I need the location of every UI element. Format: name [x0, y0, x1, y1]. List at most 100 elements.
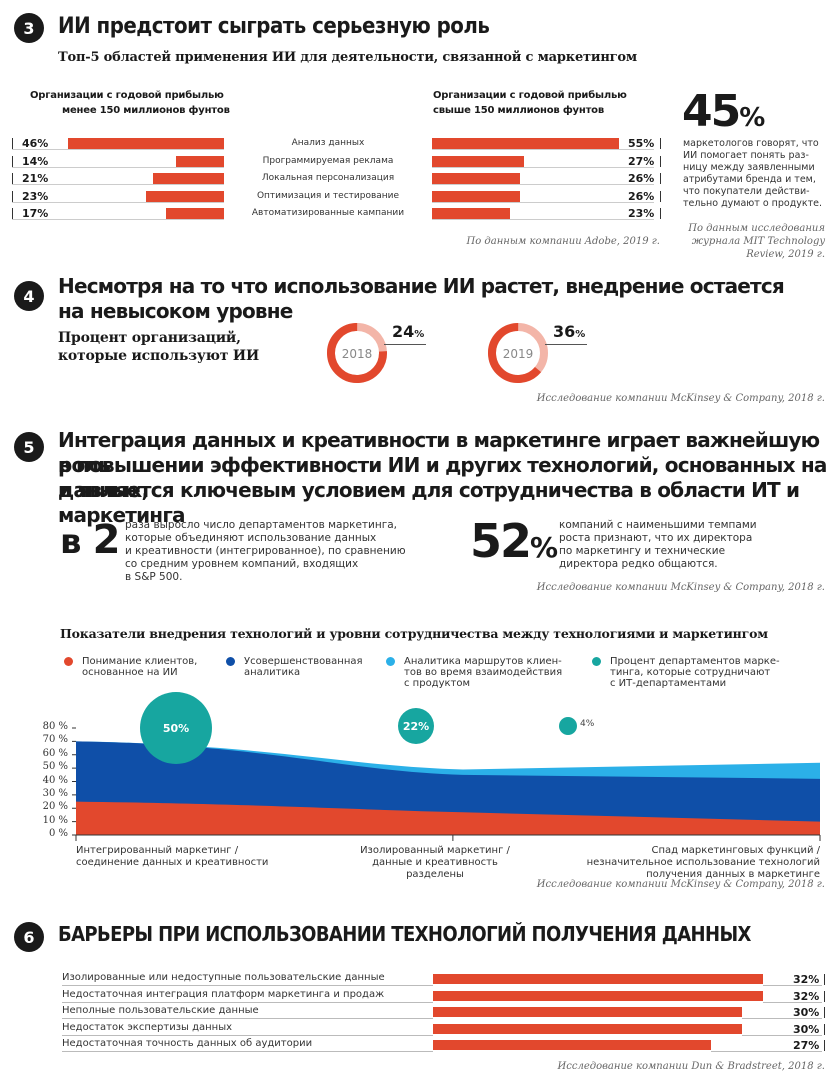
- right-bar: [432, 155, 524, 167]
- left-bar: [67, 138, 224, 149]
- stat-52-sign: %: [530, 531, 559, 564]
- big-stat-sign: %: [739, 103, 766, 133]
- donut-value-label: 24%: [392, 322, 424, 341]
- barrier-tick: [824, 990, 825, 1002]
- right-tick: [660, 138, 661, 149]
- big-stat-line: тельно думают о продукте.: [683, 198, 823, 209]
- barrier-tick: [824, 974, 825, 985]
- x-label-line: Спад маркетинговых функций /: [651, 845, 820, 856]
- y-tick-label: 60 %: [42, 747, 68, 759]
- legend-line: аналитика: [244, 667, 301, 678]
- barrier-guide: [62, 985, 433, 986]
- source-mit-line: журнала MIT Technology: [691, 236, 825, 247]
- right-guide: [432, 149, 654, 150]
- source-dnb: Исследование компании Dun & Bradstreet, …: [557, 1061, 825, 1072]
- x-label-line: Интегрированный маркетинг /: [76, 845, 239, 856]
- donut-value-sign: %: [575, 329, 586, 340]
- left-tick: [12, 190, 13, 202]
- right-tick: [660, 173, 661, 184]
- barrier-guide: [62, 1018, 433, 1019]
- right-guide: [432, 166, 654, 168]
- right-bar: [432, 208, 511, 219]
- barrier-bar: [433, 1023, 742, 1034]
- y-tick-label: 70 %: [42, 734, 68, 746]
- barrier-tick: [824, 1023, 825, 1035]
- donut-2019: 2019: [488, 323, 548, 383]
- right-bar: [432, 173, 521, 184]
- left-tick: [12, 208, 13, 219]
- y-tick-label: 80 %: [42, 721, 68, 732]
- legend-dot: [64, 657, 73, 666]
- y-tick-label: 10 %: [42, 814, 68, 826]
- left-tick: [12, 155, 13, 167]
- legend-dot: [592, 657, 601, 666]
- stat-2x: в 2: [60, 517, 120, 563]
- barrier-bar: [433, 1040, 712, 1050]
- barrier-bar: [433, 974, 763, 984]
- bubble: 22%: [398, 708, 434, 744]
- legend-line: тов во время взаимодействия: [404, 667, 563, 678]
- barrier-pct: 32%: [793, 989, 820, 1003]
- y-tick-label: 40 %: [42, 774, 68, 786]
- right-bar: [432, 138, 619, 149]
- left-pct-label: 17%: [22, 207, 49, 220]
- left-guide: [12, 166, 224, 168]
- legend-line: Усовершенствованная: [244, 656, 363, 667]
- barrier-pct: 30%: [793, 1006, 820, 1019]
- section-number-3: 3: [14, 13, 44, 43]
- right-column-head-1: Организации с годовой прибылью: [433, 90, 627, 101]
- legend-text: Усовершенствованная аналитика: [244, 656, 363, 678]
- legend-line: Аналитика маршрутов клиен-: [404, 656, 562, 667]
- section-3-subtitle: Топ-5 областей применения ИИ для деятель…: [58, 50, 637, 65]
- category-label: Оптимизация и тестирование: [256, 190, 400, 201]
- ai-usage-label-2: которые используют ИИ: [58, 348, 259, 364]
- big-stat-line: что покупатели действи-: [683, 186, 810, 197]
- area-chart-source: Исследование компании McKinsey & Company…: [536, 879, 825, 890]
- right-pct-label: 55%: [628, 137, 655, 150]
- donut-year-label: 2018: [342, 347, 373, 361]
- legend-dot: [386, 657, 395, 666]
- left-bar: [166, 208, 224, 219]
- right-tick: [660, 190, 661, 202]
- stat-52-value: 52: [470, 514, 532, 568]
- legend-line: Процент департаментов марке-: [610, 656, 780, 667]
- barrier-bar: [433, 1007, 742, 1017]
- x-label-line: данные и креативность разделены: [372, 857, 498, 880]
- barrier-tick: [824, 1007, 825, 1018]
- donut-leader: [545, 344, 587, 345]
- stat-2x-line: в S&P 500.: [125, 571, 183, 583]
- x-label-line: соединение данных и креативности: [76, 857, 269, 868]
- section-number-5: 5: [14, 432, 44, 462]
- barrier-label: Недостаточная точность данных об аудитор…: [62, 1038, 313, 1049]
- right-pct-label: 23%: [628, 207, 655, 220]
- right-column-head-2: свыше 150 миллионов фунтов: [433, 105, 604, 116]
- donut-value-sign: %: [414, 329, 425, 340]
- barrier-label: Изолированные или недоступные пользовате…: [62, 972, 385, 983]
- stat-2x-line: раза выросло число департаментов маркети…: [125, 519, 398, 531]
- category-label: Программируемая реклама: [262, 155, 394, 166]
- left-guide: [12, 201, 224, 203]
- barrier-right-guide: [762, 1001, 822, 1003]
- barrier-guide: [62, 1051, 433, 1052]
- barrier-pct: 27%: [793, 1039, 820, 1052]
- stat-52-line: директора редко общаются.: [559, 558, 718, 570]
- barrier-label: Неполные пользовательские данные: [62, 1005, 259, 1016]
- x-label-line: Изолированный маркетинг /: [360, 845, 510, 856]
- category-label: Анализ данных: [291, 138, 365, 148]
- big-stat-line: атрибутами бренда и тем,: [683, 174, 816, 185]
- left-tick: [12, 138, 13, 149]
- left-column-head-1: Организации с годовой прибылью: [30, 90, 224, 101]
- barrier-pct: 32%: [793, 973, 820, 986]
- y-tick-label: 0 %: [48, 828, 68, 839]
- barrier-right-guide: [742, 1018, 822, 1019]
- left-guide: [12, 184, 224, 185]
- right-pct-label: 27%: [628, 154, 655, 168]
- left-column-head-2: менее 150 миллионов фунтов: [62, 105, 230, 116]
- y-tick-label: 30 %: [42, 787, 68, 799]
- stat-2x-prefix: в: [60, 522, 82, 562]
- stat-2x-text: раза выросло число департаментов маркети…: [125, 519, 406, 584]
- barrier-guide: [62, 1001, 433, 1003]
- right-tick: [660, 208, 661, 219]
- section-3-title: ИИ предстоит сыграть серьезную роль: [58, 14, 490, 39]
